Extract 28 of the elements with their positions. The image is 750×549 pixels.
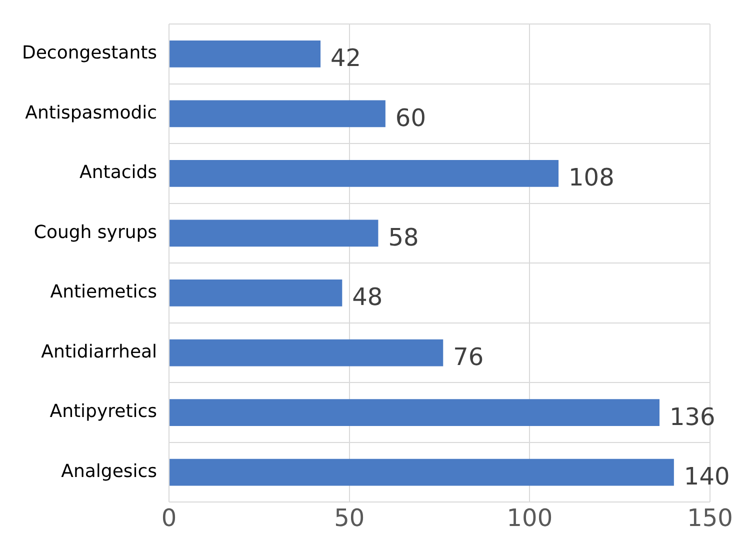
bar xyxy=(170,280,342,306)
y-tick-label: Antiemetics xyxy=(50,282,158,303)
x-tick-label: 50 xyxy=(334,504,365,532)
y-tick-label: Antacids xyxy=(80,162,158,184)
x-tick-label: 100 xyxy=(506,504,553,532)
bar xyxy=(170,100,386,128)
bar xyxy=(170,160,559,187)
data-label: 136 xyxy=(670,402,716,431)
y-tick-label: Decongestants xyxy=(22,42,158,64)
bar xyxy=(170,399,660,426)
data-label: 140 xyxy=(684,462,730,491)
y-tick-label: Antidiarrheal xyxy=(41,341,158,362)
x-tick-label: 0 xyxy=(161,504,177,532)
data-label: 42 xyxy=(330,44,362,72)
bar xyxy=(170,220,378,247)
data-label: 108 xyxy=(568,164,614,192)
data-label: 48 xyxy=(352,283,383,312)
data-label: 76 xyxy=(453,342,484,371)
bar xyxy=(170,40,321,68)
y-tick-label: Analgesics xyxy=(61,460,158,482)
bar xyxy=(170,458,674,486)
data-label: 58 xyxy=(388,223,419,252)
x-tick-label: 150 xyxy=(687,504,733,532)
y-tick-label: Antispasmodic xyxy=(25,102,158,124)
data-label: 60 xyxy=(395,104,426,132)
y-tick-label: Cough syrups xyxy=(34,222,158,243)
y-tick-label: Antipyretics xyxy=(50,401,158,422)
bar xyxy=(170,339,444,366)
